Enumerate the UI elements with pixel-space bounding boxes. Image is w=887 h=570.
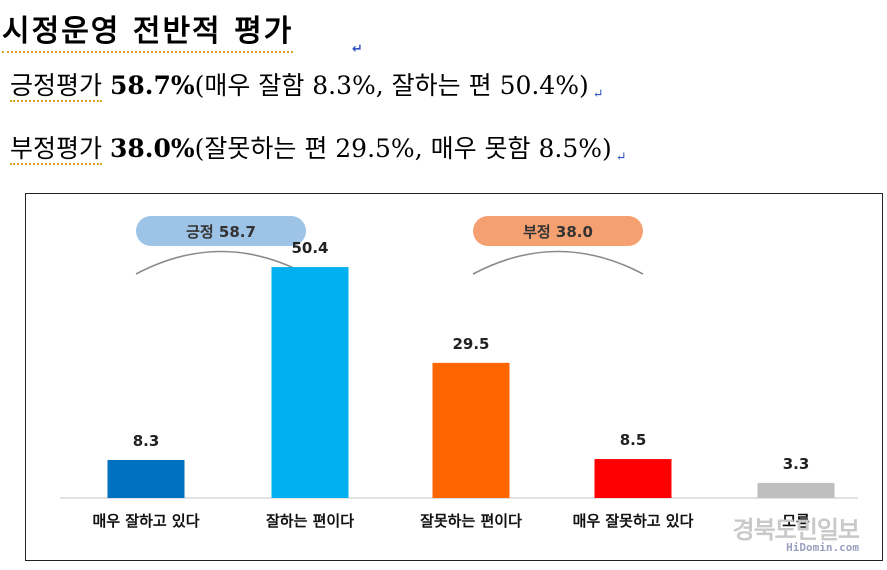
group-pill-2 bbox=[473, 216, 643, 246]
return-mark-icon: ↵ bbox=[615, 150, 627, 165]
category-label: 매우 잘못하고 있다 bbox=[573, 512, 694, 530]
negative-summary: 부정평가 38.0%(잘못하는 편 29.5%, 매우 못함 8.5%) ↵ bbox=[10, 129, 627, 165]
page-title: 시정운영 전반적 평가 bbox=[2, 6, 294, 53]
negative-value: 38.0% bbox=[109, 134, 195, 163]
watermark-site: HiDomin.com bbox=[786, 541, 859, 554]
group-label-1: 긍정 58.7 bbox=[186, 223, 256, 241]
bar-chart: 긍정 58.7 부정 38.0 8.3 매우 잘하고 있다 50.4 잘하는 편이다 29… bbox=[60, 216, 858, 530]
category-label: 잘못하는 편이다 bbox=[420, 512, 522, 530]
positive-summary: 긍정평가 58.7%(매우 잘함 8.3%, 잘하는 편 50.4%) ↵ bbox=[10, 66, 604, 102]
group-label-2: 부정 38.0 bbox=[523, 223, 593, 241]
watermark-logo: 경북도민일보 bbox=[732, 516, 860, 544]
bar-1 bbox=[107, 459, 185, 498]
negative-label: 부정평가 bbox=[10, 134, 103, 165]
watermark: 경북도민일보 HiDomin.com bbox=[732, 510, 860, 554]
return-mark-icon: ↵ bbox=[592, 87, 604, 102]
value-label: 29.5 bbox=[452, 335, 489, 353]
value-label: 50.4 bbox=[291, 239, 328, 257]
negative-detail: (잘못하는 편 29.5%, 매우 못함 8.5%) bbox=[194, 134, 612, 163]
group-bracket-2 bbox=[472, 250, 644, 275]
group-bracket-1 bbox=[135, 250, 307, 275]
category-label: 모름 bbox=[782, 512, 810, 530]
value-label: 3.3 bbox=[783, 455, 810, 473]
category-label: 매우 잘하고 있다 bbox=[92, 512, 199, 530]
category-label: 잘하는 편이다 bbox=[266, 512, 354, 530]
bar-2 bbox=[271, 267, 349, 498]
value-label: 8.5 bbox=[620, 431, 647, 449]
positive-detail: (매우 잘함 8.3%, 잘하는 편 50.4%) bbox=[194, 71, 589, 100]
value-label: 8.3 bbox=[133, 432, 160, 450]
positive-value: 58.7% bbox=[109, 71, 195, 100]
return-mark-icon: ↵ bbox=[352, 42, 365, 57]
positive-label: 긍정평가 bbox=[10, 71, 103, 102]
chart-frame: 긍정 58.7 부정 38.0 8.3 매우 잘하고 있다 50.4 잘하는 편이다 29… bbox=[25, 193, 883, 561]
bar-5 bbox=[757, 482, 835, 498]
bar-3 bbox=[432, 362, 510, 498]
group-pill-1 bbox=[136, 216, 306, 246]
bar-4 bbox=[594, 459, 672, 498]
